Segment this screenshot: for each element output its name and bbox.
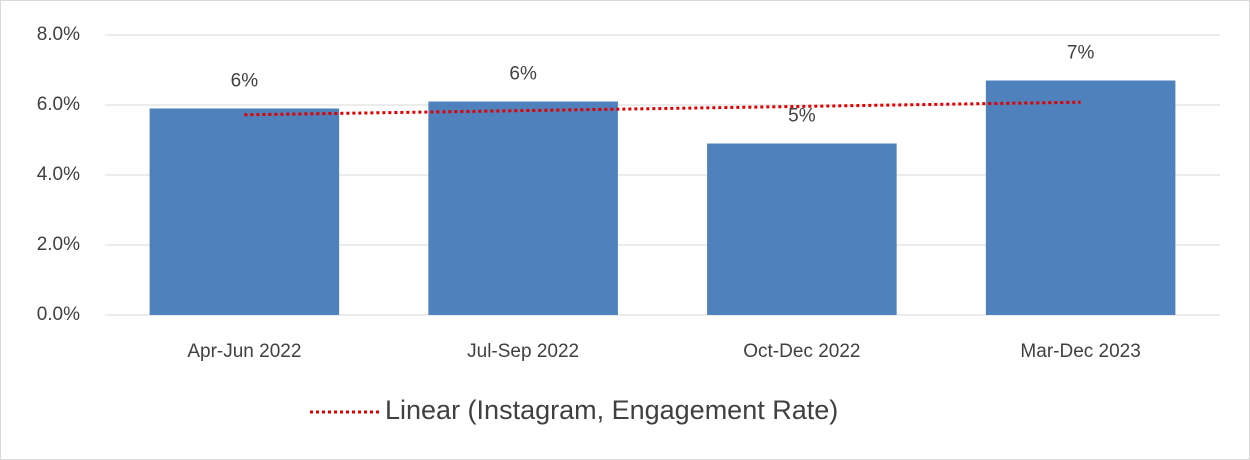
bar	[428, 101, 618, 315]
value-label: 6%	[509, 64, 537, 85]
bar	[985, 80, 1176, 315]
x-tick-label: Jul-Sep 2022	[467, 341, 579, 362]
y-tick-label: 0.0%	[37, 304, 80, 325]
trendline	[244, 100, 1081, 117]
legend-label: Linear (Instagram, Engagement Rate)	[385, 395, 838, 425]
y-tick-label: 2.0%	[37, 234, 80, 255]
value-label: 7%	[1067, 43, 1095, 64]
x-tick-label: Mar-Dec 2023	[1020, 341, 1140, 362]
x-tick-label: Oct-Dec 2022	[743, 341, 860, 362]
y-tick-label: 4.0%	[37, 164, 80, 185]
y-tick-label: 8.0%	[37, 24, 80, 45]
bar	[149, 108, 340, 315]
x-tick-label: Apr-Jun 2022	[187, 341, 301, 362]
value-label: 5%	[788, 106, 816, 127]
y-tick-label: 6.0%	[37, 94, 80, 115]
bar	[707, 143, 897, 315]
value-label: 6%	[231, 71, 259, 92]
